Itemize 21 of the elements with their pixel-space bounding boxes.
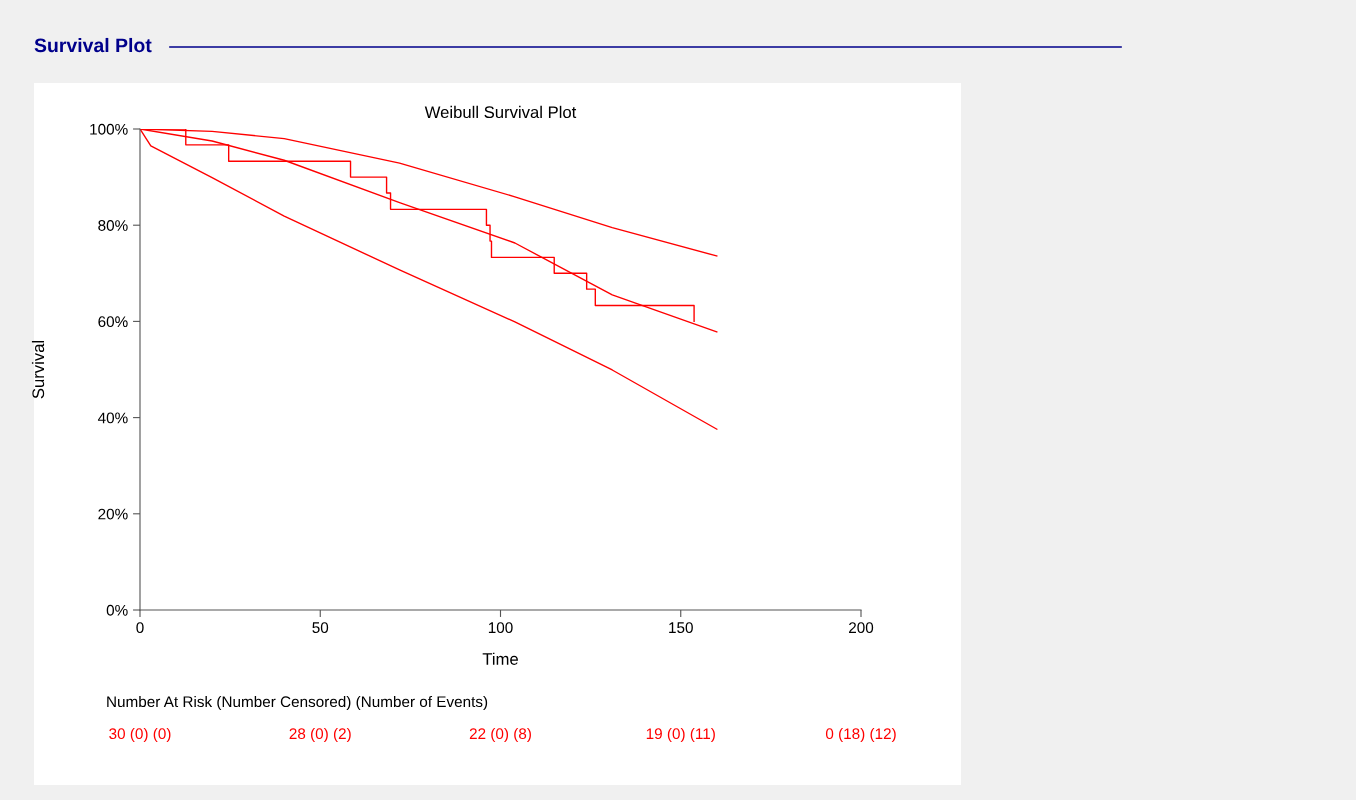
x-tick-label: 0 [136, 622, 144, 634]
y-tick-label: 60% [98, 316, 128, 328]
text: 19 (0) (11) [646, 727, 715, 743]
x-tick-label: 200 [849, 622, 874, 634]
text: 30 (0) (0) [109, 727, 171, 743]
y-tick-label: 0% [106, 604, 128, 616]
y-tick-label: 40% [97, 412, 128, 424]
text: 0 (18) (12) [825, 727, 896, 743]
y-tick-label: 80% [98, 220, 128, 231]
text: 28 (0) (2) [289, 727, 351, 743]
text: 22 (0) (8) [469, 727, 531, 743]
x-tick-label: 150 [669, 622, 693, 634]
chart-title: Weibull Survival Plot [424, 105, 577, 119]
x-tick-label: 50 [312, 622, 329, 634]
text: Number At Risk (Number Censored) (Number of Events) [107, 695, 488, 711]
y-tick-label: 20% [98, 508, 128, 520]
x-tick-label: 100 [488, 622, 513, 634]
text: Survival Plot [34, 37, 152, 53]
y-axis-title: Survival [31, 340, 45, 399]
x-axis-title: Time [482, 652, 518, 665]
y-tick-label: 100% [90, 123, 128, 135]
